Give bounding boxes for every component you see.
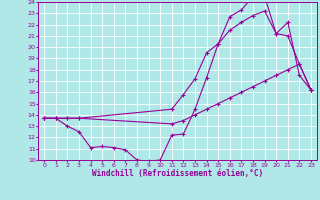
- X-axis label: Windchill (Refroidissement éolien,°C): Windchill (Refroidissement éolien,°C): [92, 169, 263, 178]
